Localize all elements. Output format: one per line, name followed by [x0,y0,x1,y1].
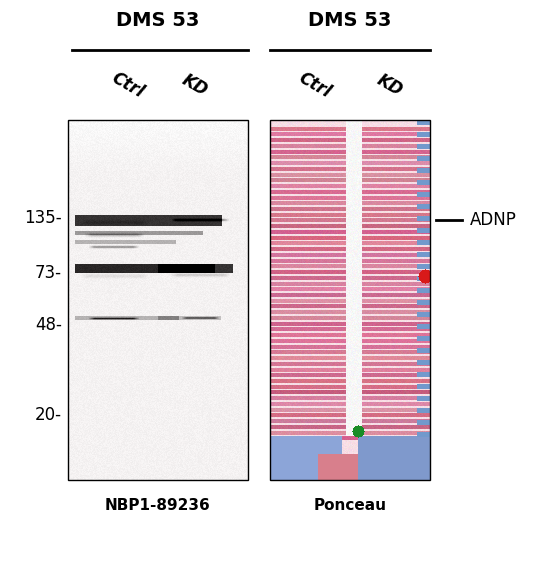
Text: KD: KD [374,70,406,99]
Text: 135-: 135- [24,209,62,227]
Text: ADNP: ADNP [470,211,517,229]
Bar [68,120,248,480]
Text: Ctrl: Ctrl [296,69,334,102]
Text: 73-: 73- [35,264,62,282]
Text: Ponceau: Ponceau [313,499,387,513]
Text: 48-: 48- [35,316,62,334]
Text: Ctrl: Ctrl [109,69,147,102]
Text: 20-: 20- [35,406,62,424]
Text: DMS 53: DMS 53 [308,11,392,30]
Bar [270,120,430,480]
Text: NBP1-89236: NBP1-89236 [105,499,211,513]
Text: KD: KD [179,70,211,99]
Text: DMS 53: DMS 53 [116,11,200,30]
